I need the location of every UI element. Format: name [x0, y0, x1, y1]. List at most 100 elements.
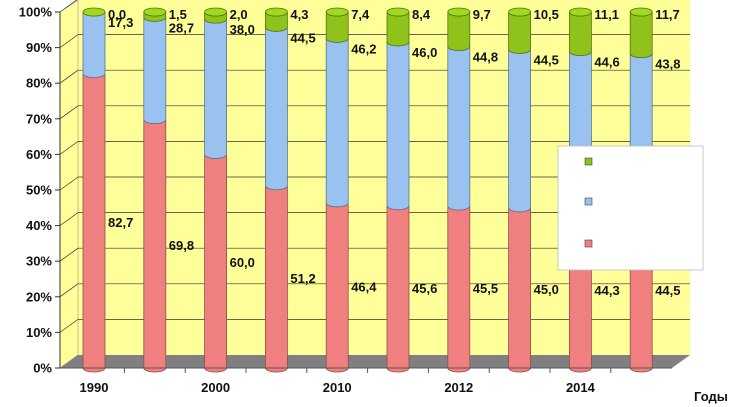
bar-segment-middle: [82, 11, 106, 78]
y-tick-label: 70%: [26, 111, 52, 126]
bar-segment-bottom: [265, 185, 288, 373]
y-tick-label: 50%: [26, 183, 52, 198]
gridline-diag: [59, 105, 79, 120]
gridline-diag: [59, 34, 79, 48]
data-label-top: 10,5: [534, 7, 559, 22]
data-label-bottom: 46,4: [351, 279, 377, 294]
bar-segment-middle: [325, 38, 349, 208]
data-label-bottom: 51,2: [290, 271, 315, 286]
y-tick-label: 20%: [26, 289, 52, 304]
x-tick-label: 2014: [566, 380, 596, 395]
data-label-middle: 44,5: [534, 52, 559, 67]
bar-cap: [386, 7, 410, 17]
data-label-middle: 46,2: [351, 41, 376, 56]
gridline-diag: [59, 69, 79, 84]
bar-segment-bottom: [447, 205, 471, 373]
bar-segment-bottom: [204, 154, 227, 373]
bar-segment-bottom: [325, 202, 349, 373]
plot-left-wall: [59, 0, 79, 369]
bar-segment-middle: [447, 46, 471, 211]
bar-segment-bottom: [508, 207, 531, 373]
data-label-top: 9,7: [473, 7, 491, 22]
data-label-bottom: 60,0: [230, 255, 255, 270]
data-label-bottom: 44,5: [655, 283, 680, 298]
y-tick-label: 90%: [26, 40, 52, 55]
gridline-diag: [59, 212, 79, 226]
data-label-top: 7,4: [351, 7, 370, 22]
bar-segment-top: [508, 11, 531, 54]
data-label-middle: 38,0: [230, 22, 255, 37]
bar-cap: [325, 7, 349, 17]
bar-cap: [143, 7, 167, 17]
x-tick-label: 2000: [201, 380, 230, 395]
y-tick-label: 30%: [26, 254, 52, 269]
y-tick-label: 60%: [26, 147, 52, 162]
y-tick-label: 100%: [19, 5, 53, 20]
bar-cap: [629, 7, 653, 17]
legend-box: [557, 145, 704, 271]
bar-segment-bottom: [82, 73, 106, 373]
x-axis-ticks: 1990 2000 2010 2012 2014: [80, 368, 612, 395]
legend-marker: [584, 157, 593, 166]
plot-back-wall: [78, 0, 690, 355]
data-label-bottom: 44,3: [594, 283, 619, 298]
bar-segment-bottom: [386, 205, 410, 373]
gridline-diag: [59, 176, 79, 191]
x-tick-label: 2010: [323, 380, 352, 395]
gridline-diag: [59, 319, 79, 333]
data-label-bottom: 45,6: [412, 281, 437, 296]
bar-segment-top: [629, 11, 653, 59]
data-label-top: 0,0: [108, 7, 126, 22]
x-tick-label: 2012: [444, 380, 473, 395]
bar-segment-middle: [265, 27, 288, 191]
bar-cap: [447, 7, 471, 17]
y-tick-label: 40%: [26, 218, 52, 233]
bar-segment-middle: [386, 41, 410, 211]
data-label-top: 11,7: [655, 7, 680, 22]
data-label-top: 1,5: [169, 7, 187, 22]
gridline-diag: [59, 247, 79, 262]
x-axis-title: Годы: [694, 389, 728, 404]
data-label-bottom: 82,7: [108, 215, 133, 230]
data-label-middle: 28,7: [169, 20, 194, 35]
data-label-bottom: 69,8: [169, 238, 194, 253]
y-tick-label: 10%: [26, 325, 52, 340]
legend: [557, 145, 704, 271]
bar-segment-top: [325, 11, 349, 43]
data-label-middle: 44,5: [290, 30, 315, 45]
gridline-diag: [59, 0, 78, 13]
bar-cap: [569, 7, 592, 17]
bar-segment-bottom: [143, 119, 167, 373]
data-label-top: 4,3: [290, 7, 308, 22]
legend-marker: [584, 239, 593, 248]
bar-segment-top: [447, 11, 471, 51]
y-tick-label: 80%: [26, 76, 52, 91]
y-tick-label: 0%: [33, 361, 52, 376]
x-tick-label: 1990: [80, 380, 109, 395]
bar-cap: [204, 7, 228, 17]
bar-cap: [82, 7, 106, 17]
bar-segment-middle: [204, 19, 227, 159]
data-label-middle: 17,3: [108, 15, 133, 30]
bar-segment-middle: [143, 17, 167, 124]
data-labels: 82,7 17,30,0 69,8 28,71,5 60,0 38,02,0 51,2 44,…: [108, 7, 681, 298]
gridline-diag: [59, 141, 79, 155]
y-axis-ticks: 0% 10% 20% 30% 40% 50% 60% 70% 80% 90% 100%: [19, 5, 61, 376]
data-label-middle: 46,0: [412, 45, 437, 60]
data-label-middle: 44,8: [473, 50, 498, 65]
bar-segment-top: [386, 11, 410, 47]
bar-cap: [264, 7, 288, 17]
data-label-top: 11,1: [594, 7, 619, 22]
bar-segment-middle: [508, 49, 531, 213]
data-label-top: 8,4: [412, 7, 431, 22]
data-label-bottom: 45,0: [534, 282, 559, 297]
data-label-middle: 43,8: [655, 57, 680, 72]
data-label-middle: 44,6: [594, 55, 619, 70]
data-label-top: 2,0: [230, 7, 248, 22]
gridline-diag: [59, 283, 79, 298]
bar-cap: [508, 7, 531, 17]
bar-segment-top: [569, 11, 592, 56]
data-label-bottom: 45,5: [473, 281, 498, 296]
legend-marker: [584, 197, 593, 206]
